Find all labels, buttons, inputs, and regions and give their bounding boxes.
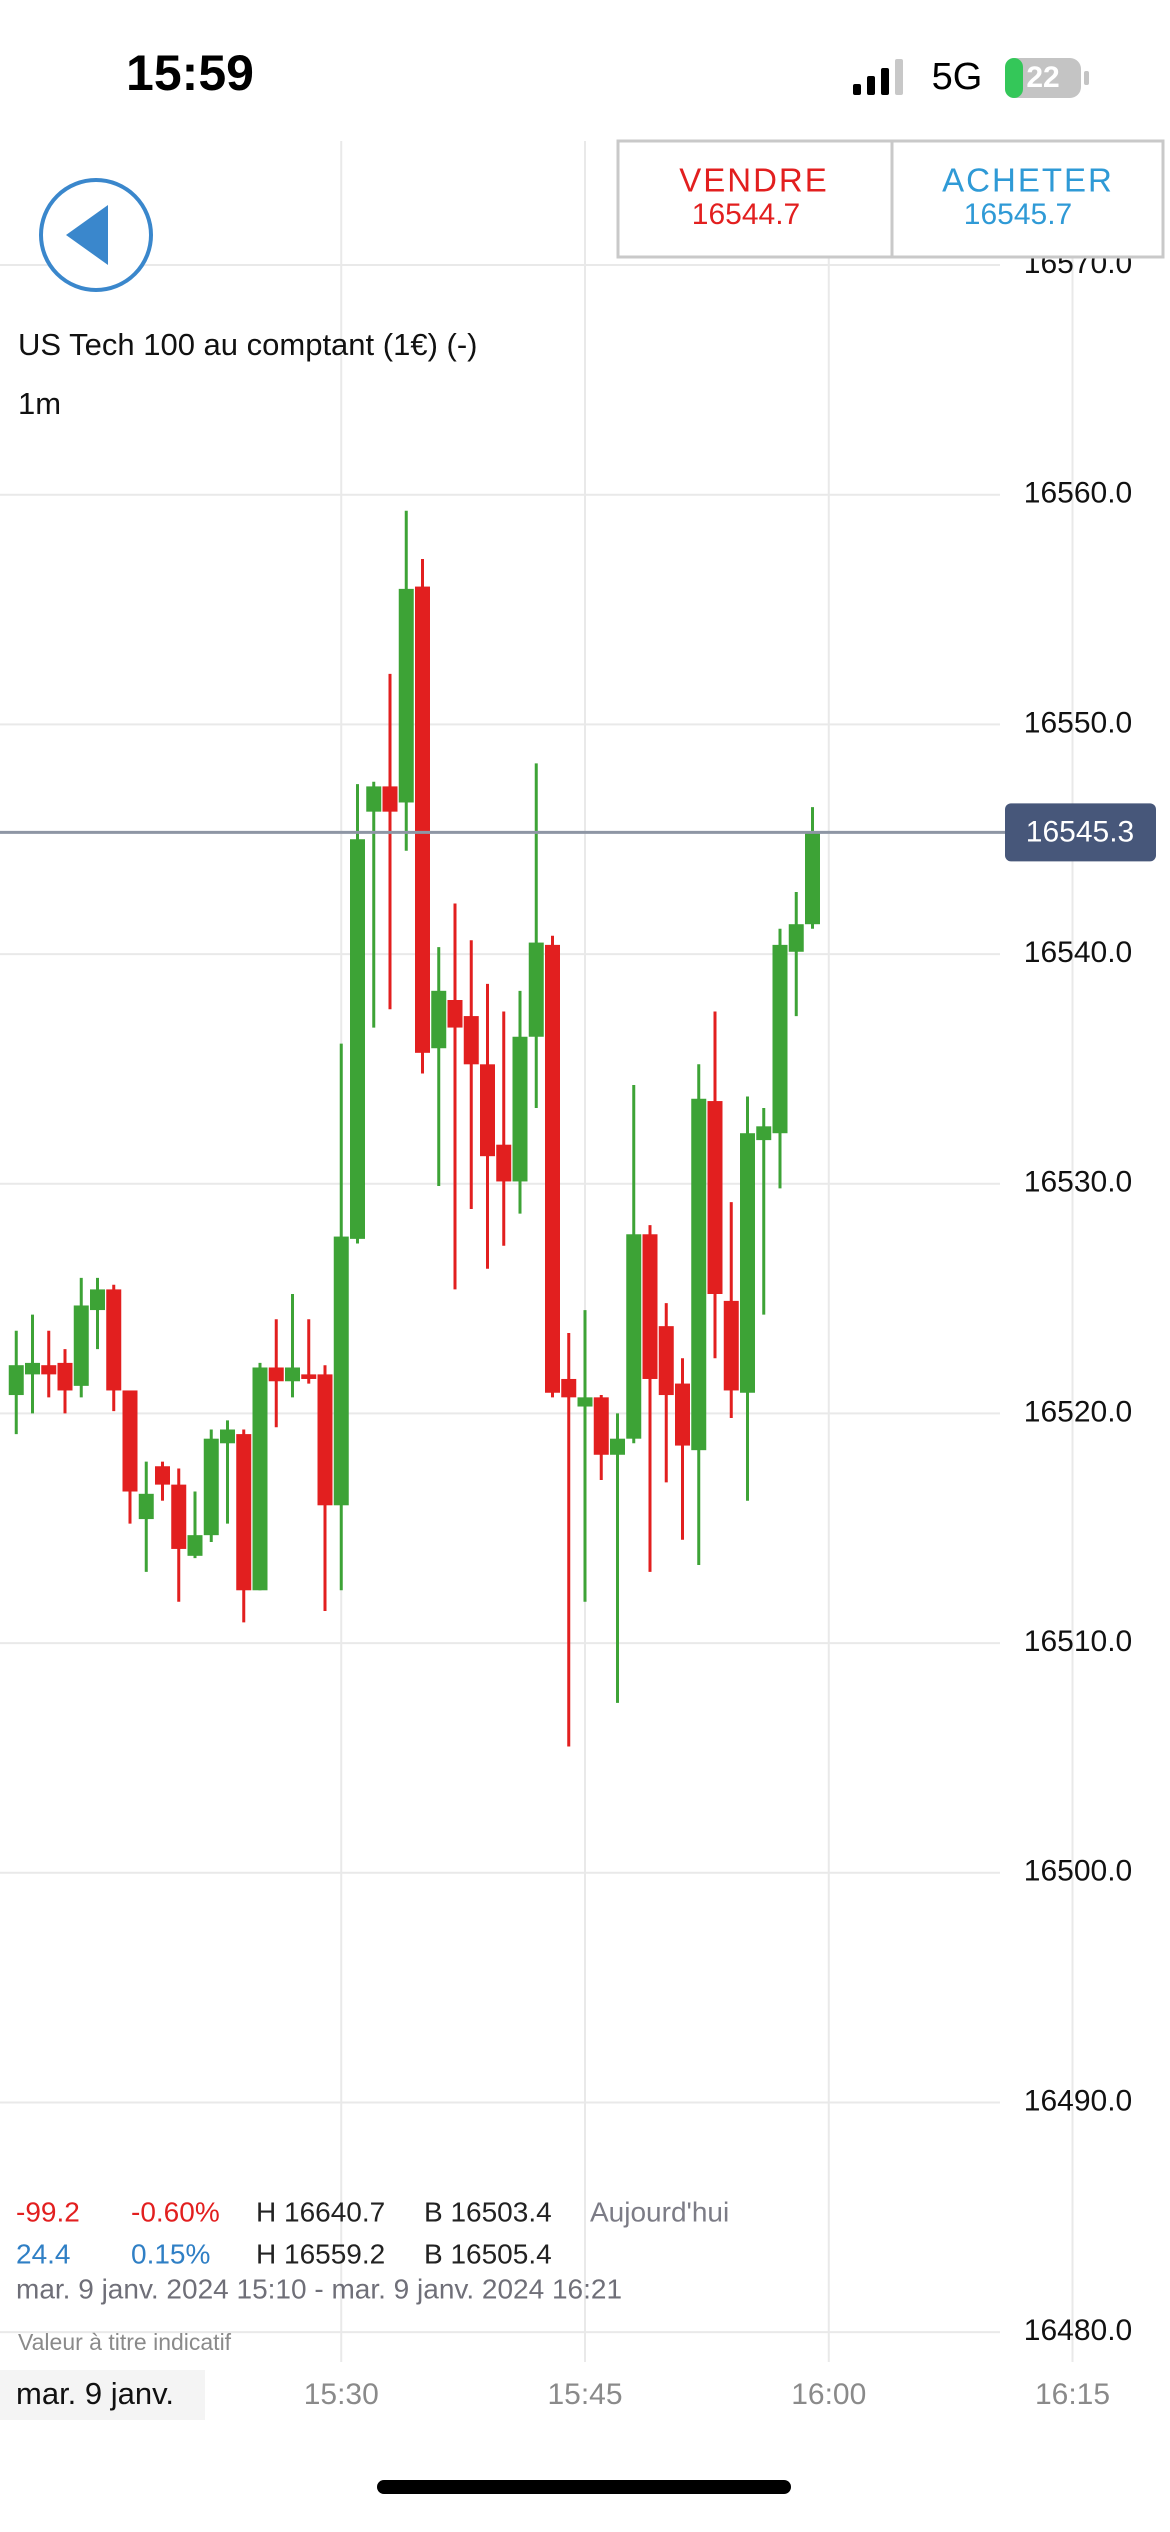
candle-body — [545, 944, 560, 1393]
candle-body — [382, 786, 398, 812]
home-indicator — [377, 2480, 791, 2494]
candle-body — [398, 588, 414, 803]
candle-body — [463, 1016, 479, 1065]
candle-body — [772, 944, 788, 1134]
signal-icon — [853, 59, 903, 95]
candle-body — [25, 1362, 40, 1375]
network-label: 5G — [932, 56, 983, 98]
disclaimer: Valeur à titre indicatif — [18, 2329, 232, 2355]
candles — [8, 510, 820, 1747]
change-percent: -0.60% — [131, 2196, 220, 2227]
buy-label: ACHETER — [942, 162, 1114, 199]
candle-body — [252, 1367, 268, 1591]
candle-body — [57, 1362, 73, 1391]
candle-body — [8, 1365, 24, 1396]
candle-body — [512, 1036, 528, 1182]
candle-body — [203, 1438, 219, 1536]
change-value: 24.4 — [16, 2238, 71, 2269]
change-percent: 0.15% — [131, 2238, 210, 2269]
candle-body — [106, 1289, 122, 1391]
y-tick-label: 16560.0 — [1024, 477, 1132, 510]
instrument-name: US Tech 100 au comptant (1€) (-) — [18, 327, 477, 362]
candle-body — [138, 1493, 154, 1520]
sell-button[interactable]: VENDRE 16544.7 — [616, 139, 894, 259]
x-tick-label: 16:15 — [1035, 2378, 1110, 2411]
candle-body — [73, 1305, 89, 1386]
candle-body — [301, 1374, 317, 1379]
battery-icon: 22 — [1005, 58, 1089, 98]
y-tick-label: 16540.0 — [1024, 936, 1132, 969]
buy-price: 16545.7 — [964, 198, 1072, 231]
grid — [0, 141, 1074, 2362]
change-value: -99.2 — [16, 2196, 80, 2227]
y-tick-label: 16490.0 — [1024, 2084, 1132, 2117]
candle-body — [756, 1126, 772, 1141]
candle-body — [723, 1300, 739, 1391]
low-value: B 16505.4 — [424, 2238, 552, 2269]
candle-body — [610, 1438, 625, 1455]
candle-body — [740, 1133, 755, 1393]
candle-body — [707, 1101, 723, 1294]
battery-level: 22 — [1026, 61, 1059, 94]
candle-body — [333, 1236, 349, 1506]
low-value: B 16503.4 — [424, 2196, 552, 2227]
high-value: H 16640.7 — [256, 2196, 385, 2227]
candle-body — [642, 1234, 658, 1379]
x-tick-label: 16:00 — [791, 2378, 866, 2411]
interval: 1m — [18, 386, 61, 421]
candle-body — [350, 839, 365, 1239]
date-label: mar. 9 janv. — [16, 2376, 174, 2411]
candle-body — [366, 786, 382, 812]
candle-body — [805, 832, 820, 925]
high-value: H 16559.2 — [256, 2238, 385, 2269]
y-tick-label: 16550.0 — [1024, 706, 1132, 739]
candle-body — [496, 1144, 512, 1182]
candle-body — [285, 1367, 300, 1382]
axes: 16480.0 16490.0 16500.0 16510.0 16520.0 16530… — [0, 247, 1156, 2411]
last-price-tag — [1005, 803, 1156, 862]
candle-body — [220, 1429, 235, 1444]
candle-body — [90, 1289, 105, 1311]
candle-body — [447, 1000, 463, 1028]
candle-body — [480, 1064, 495, 1157]
candle-body — [788, 924, 804, 952]
sell-price: 16544.7 — [692, 198, 800, 231]
candle-body — [675, 1383, 690, 1446]
y-tick-label: 16530.0 — [1024, 1166, 1132, 1199]
candle-body — [626, 1234, 642, 1439]
candle-body — [171, 1484, 187, 1549]
candle-body — [691, 1098, 707, 1451]
candle-body — [268, 1367, 284, 1382]
candle-body — [122, 1390, 138, 1492]
candle-body — [236, 1434, 252, 1591]
stats: -99.2 -0.60% H 16640.7 B 16503.4 Aujourd… — [16, 2196, 729, 2304]
y-tick-label: 16520.0 — [1024, 1395, 1132, 1428]
back-button[interactable] — [39, 178, 153, 292]
candle-body — [41, 1365, 57, 1375]
candle-body — [561, 1378, 577, 1398]
candle-body — [155, 1466, 170, 1485]
x-tick-label: 15:30 — [304, 2378, 379, 2411]
status-time: 15:59 — [126, 45, 254, 101]
y-tick-label: 16480.0 — [1024, 2314, 1132, 2347]
date-range: mar. 9 janv. 2024 15:10 - mar. 9 janv. 2… — [16, 2273, 622, 2304]
y-tick-label: 16510.0 — [1024, 1625, 1132, 1658]
candle-body — [317, 1374, 333, 1506]
x-tick-label: 15:45 — [547, 2378, 622, 2411]
candle-body — [528, 942, 544, 1037]
candle-body — [187, 1535, 203, 1556]
y-tick-label: 16500.0 — [1024, 1855, 1132, 1888]
date-badge — [0, 2370, 205, 2420]
period-label: Aujourd'hui — [590, 2196, 729, 2227]
candle-body — [415, 586, 430, 1053]
buy-button[interactable]: ACHETER 16545.7 — [890, 139, 1165, 259]
candle-body — [431, 990, 447, 1049]
sell-label: VENDRE — [679, 162, 829, 199]
last-price-label: 16545.3 — [1026, 815, 1134, 848]
candle-body — [658, 1326, 674, 1396]
candle-body — [577, 1397, 593, 1407]
candle-body — [593, 1397, 609, 1455]
